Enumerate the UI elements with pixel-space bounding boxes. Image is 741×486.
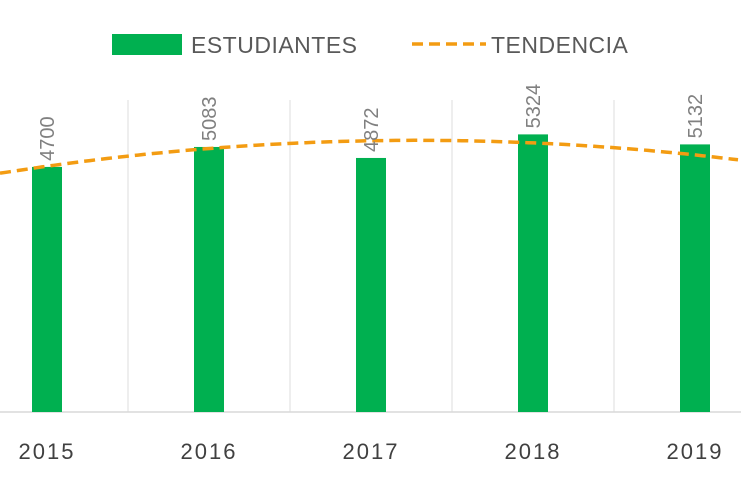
x-tick-labels: 2015 2016 2017 2018 2019	[19, 439, 724, 464]
data-label-2015: 4700	[37, 116, 59, 161]
grid-lines	[127, 100, 615, 412]
bar-2016	[194, 146, 224, 412]
x-tick-2019: 2019	[667, 439, 724, 464]
data-label-2018: 5324	[523, 84, 545, 129]
bar-series	[32, 134, 710, 413]
trend-line	[0, 138, 739, 175]
bar-2015	[32, 166, 62, 412]
legend-label-estudiantes: ESTUDIANTES	[191, 32, 358, 58]
bar-2018	[518, 134, 548, 413]
legend-swatch-estudiantes	[112, 34, 182, 55]
x-tick-2018: 2018	[505, 439, 562, 464]
legend: ESTUDIANTES TENDENCIA	[112, 32, 629, 58]
data-label-2017: 4872	[361, 107, 383, 152]
bar-2019	[680, 144, 710, 412]
data-label-2019: 5132	[685, 94, 707, 139]
x-tick-2017: 2017	[343, 439, 400, 464]
data-labels: 4700 5083 4872 5324 5132	[37, 84, 707, 161]
legend-label-tendencia: TENDENCIA	[491, 32, 629, 58]
x-tick-2015: 2015	[19, 439, 76, 464]
bar-2017	[356, 157, 386, 412]
x-tick-2016: 2016	[181, 439, 238, 464]
data-label-2016: 5083	[199, 96, 221, 141]
